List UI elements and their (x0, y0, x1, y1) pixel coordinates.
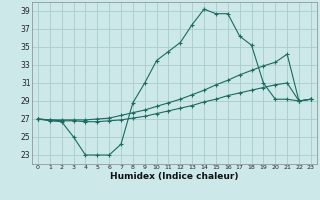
X-axis label: Humidex (Indice chaleur): Humidex (Indice chaleur) (110, 172, 239, 181)
